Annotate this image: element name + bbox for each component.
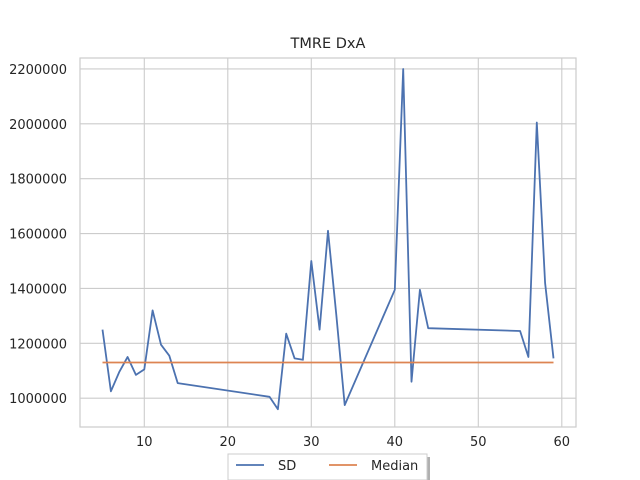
y-axis-tick-labels: 1000000 1200000 1400000 1600000 1800000 20000…	[9, 63, 67, 407]
y-tick-label: 1600000	[9, 228, 67, 243]
y-tick-label: 1000000	[9, 392, 67, 407]
x-tick-label: 30	[303, 435, 320, 450]
series-line-sd	[101, 68, 555, 411]
y-tick-label: 2200000	[9, 63, 67, 78]
legend: SD Median	[227, 453, 430, 480]
legend-box	[227, 453, 428, 480]
legend-label-median: Median	[371, 459, 418, 474]
x-tick-label: 20	[220, 435, 237, 450]
y-tick-label: 2000000	[9, 118, 67, 133]
x-tick-label: 50	[470, 435, 487, 450]
series-lines	[101, 68, 555, 411]
x-tick-label: 10	[136, 435, 153, 450]
y-tick-label: 1200000	[9, 337, 67, 352]
plot-area-frame	[79, 57, 577, 428]
x-tick-label: 40	[387, 435, 404, 450]
chart-title: TMRE DxA	[290, 36, 366, 52]
x-axis-tick-labels: 10 20 30 40 50 60	[136, 435, 570, 450]
y-tick-label: 1400000	[9, 282, 67, 297]
grid-lines	[80, 58, 576, 427]
y-tick-label: 1800000	[9, 173, 67, 188]
legend-label-sd: SD	[278, 459, 296, 474]
x-tick-label: 60	[554, 435, 571, 450]
